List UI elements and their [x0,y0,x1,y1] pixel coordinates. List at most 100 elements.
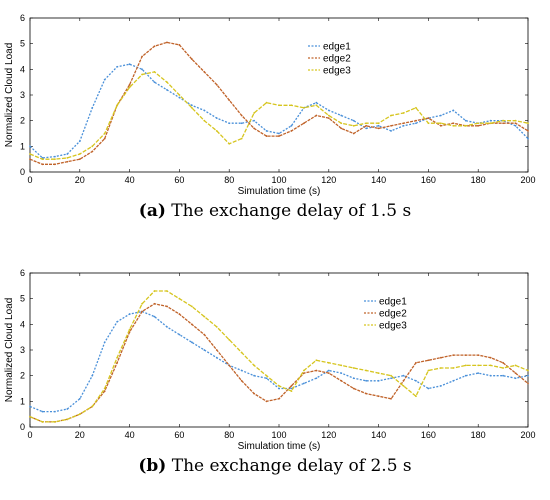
chart-1-data-point-edge3 [303,369,305,372]
chart-1-data-point-edge1 [78,397,81,400]
chart-0-data-point-edge3 [452,124,455,127]
chart-0-data-point-edge3 [78,153,81,155]
chart-1-data-point-edge2 [166,305,168,308]
chart-1-data-point-edge3 [402,385,405,387]
chart-1-data-point-edge1 [390,377,392,380]
chart-0-data-point-edge2 [54,163,56,166]
chart-1-data-point-edge3 [427,369,430,372]
chart-1-data-point-edge2 [116,361,119,364]
chart-1-data-point-edge3 [489,364,492,367]
chart-1-x-axis-label: Simulation time (s) [238,441,321,452]
chart-0-data-point-edge2 [402,122,405,125]
chart-1-data-point-edge1 [377,379,380,382]
chart-1-data-point-edge3 [527,369,529,372]
chart-0-data-point-edge3 [29,153,31,155]
chart-0-data-point-edge1 [390,130,392,132]
chart-1-data-point-edge3 [29,415,31,418]
chart-1-data-point-edge3 [502,367,504,369]
chart-0-data-point-edge2 [452,122,455,125]
chart-1-x-tick-label: 180 [471,430,486,440]
chart-0-data-point-edge3 [315,104,318,107]
chart-0-data-point-edge2 [502,122,504,125]
chart-0-data-point-edge2 [340,127,343,130]
chart-1-data-point-edge3 [78,413,81,416]
chart-0-data-point-edge3 [253,112,256,114]
chart-0-data-point-edge1 [340,114,343,117]
chart-1-data-point-edge1 [452,379,455,382]
chart-0-data-point-edge3 [502,119,504,122]
chart-1-data-point-edge1 [527,374,529,377]
chart-0-data-point-edge3 [116,104,119,107]
chart-0-data-point-edge3 [190,106,193,109]
chart-1-data-point-edge2 [141,310,143,313]
chart-0-x-tick-label: 60 [174,175,184,185]
chart-0-data-point-edge1 [527,137,529,140]
chart-0-plot-frame [29,17,529,173]
chart-1-data-point-edge1 [203,349,206,351]
chart-1-data-point-edge1 [91,374,94,377]
chart-0-data-point-edge2 [265,135,268,137]
chart-1-data-point-edge1 [29,405,31,408]
caption-b-text: The exchange delay of 2.5 s [166,456,412,476]
chart-panel-a: 0 20 40 60 80 100 120 140 160 180 200 0 1 2 3 4 5 6 Simula… [0,0,550,245]
chart-0-data-point-edge1 [253,119,256,122]
chart-0-data-point-edge3 [377,122,380,125]
chart-1-y-tick-label: 2 [20,371,25,381]
chart-1-data-point-edge1 [439,385,442,387]
chart-1-data-point-edge3 [178,297,181,300]
chart-1-data-point-edge3 [452,367,455,369]
chart-1-data-point-edge1 [178,333,181,336]
caption-a-text: The exchange delay of 1.5 s [165,201,412,221]
chart-0-x-tick-label: 160 [421,175,436,185]
chart-1-data-point-edge3 [215,326,218,328]
chart-1-data-point-edge3 [166,290,168,292]
chart-0-data-point-edge1 [315,101,318,104]
chart-0-data-point-edge3 [66,156,69,159]
chart-0-data-point-edge3 [54,158,56,161]
chart-1-data-point-edge2 [402,379,405,382]
chart-1-data-point-edge3 [340,364,343,367]
chart-0-data-point-edge1 [327,109,330,112]
chart-1-data-point-edge3 [203,315,206,318]
chart-0-data-point-edge3 [278,104,280,107]
chart-1-data-point-edge1 [502,374,504,377]
chart-1-data-point-edge2 [489,356,492,359]
chart-0-legend-box [305,35,359,79]
chart-1-data-point-edge2 [352,387,355,390]
chart-0-legend-label-edge1: edge1 [323,42,351,53]
chart-1-data-point-edge3 [327,361,330,364]
chart-1-y-tick-label: 5 [20,294,25,304]
chart-0-data-point-edge2 [477,124,480,127]
chart-0-data-point-edge1 [190,104,193,107]
chart-1-data-point-edge3 [352,367,355,369]
chart-0-data-point-edge2 [29,158,31,161]
chart-0-data-point-edge1 [29,145,31,148]
chart-1-data-point-edge3 [415,395,417,398]
chart-1-data-point-edge2 [327,372,330,374]
chart-1-data-point-edge3 [141,302,143,305]
chart-0-series-line-edge2 [29,41,529,165]
chart-0-y-axis-label: Normalized Cloud Load [4,43,15,148]
chart-1-data-point-edge2 [464,354,467,357]
chart-1-data-point-edge3 [228,338,231,341]
chart-1-data-point-edge1 [402,374,405,377]
chart-1-data-point-edge1 [116,320,119,323]
chart-0-data-point-edge1 [215,117,218,119]
chart-1-data-point-edge2 [439,356,442,359]
chart-1-data-point-edge2 [452,354,455,357]
chart-1-data-point-edge1 [290,387,293,390]
chart-0-data-point-edge1 [352,119,355,122]
chart-0-y-tick-label: 2 [20,116,25,126]
chart-0-data-point-edge3 [303,106,305,109]
chart-1-data-point-edge2 [290,385,293,387]
chart-1-plot-frame [29,272,529,428]
chart-0-data-point-edge3 [402,112,405,114]
chart-1-data-point-edge3 [54,420,56,423]
chart-1-data-point-edge3 [91,405,94,408]
chart-1-data-point-edge3 [477,364,480,367]
chart-0-data-point-edge1 [290,124,293,127]
chart-0-data-point-edge2 [240,114,243,117]
chart-0-data-point-edge1 [464,119,467,122]
chart-0-data-point-edge1 [178,96,181,99]
chart-0-data-point-edge1 [54,155,56,158]
